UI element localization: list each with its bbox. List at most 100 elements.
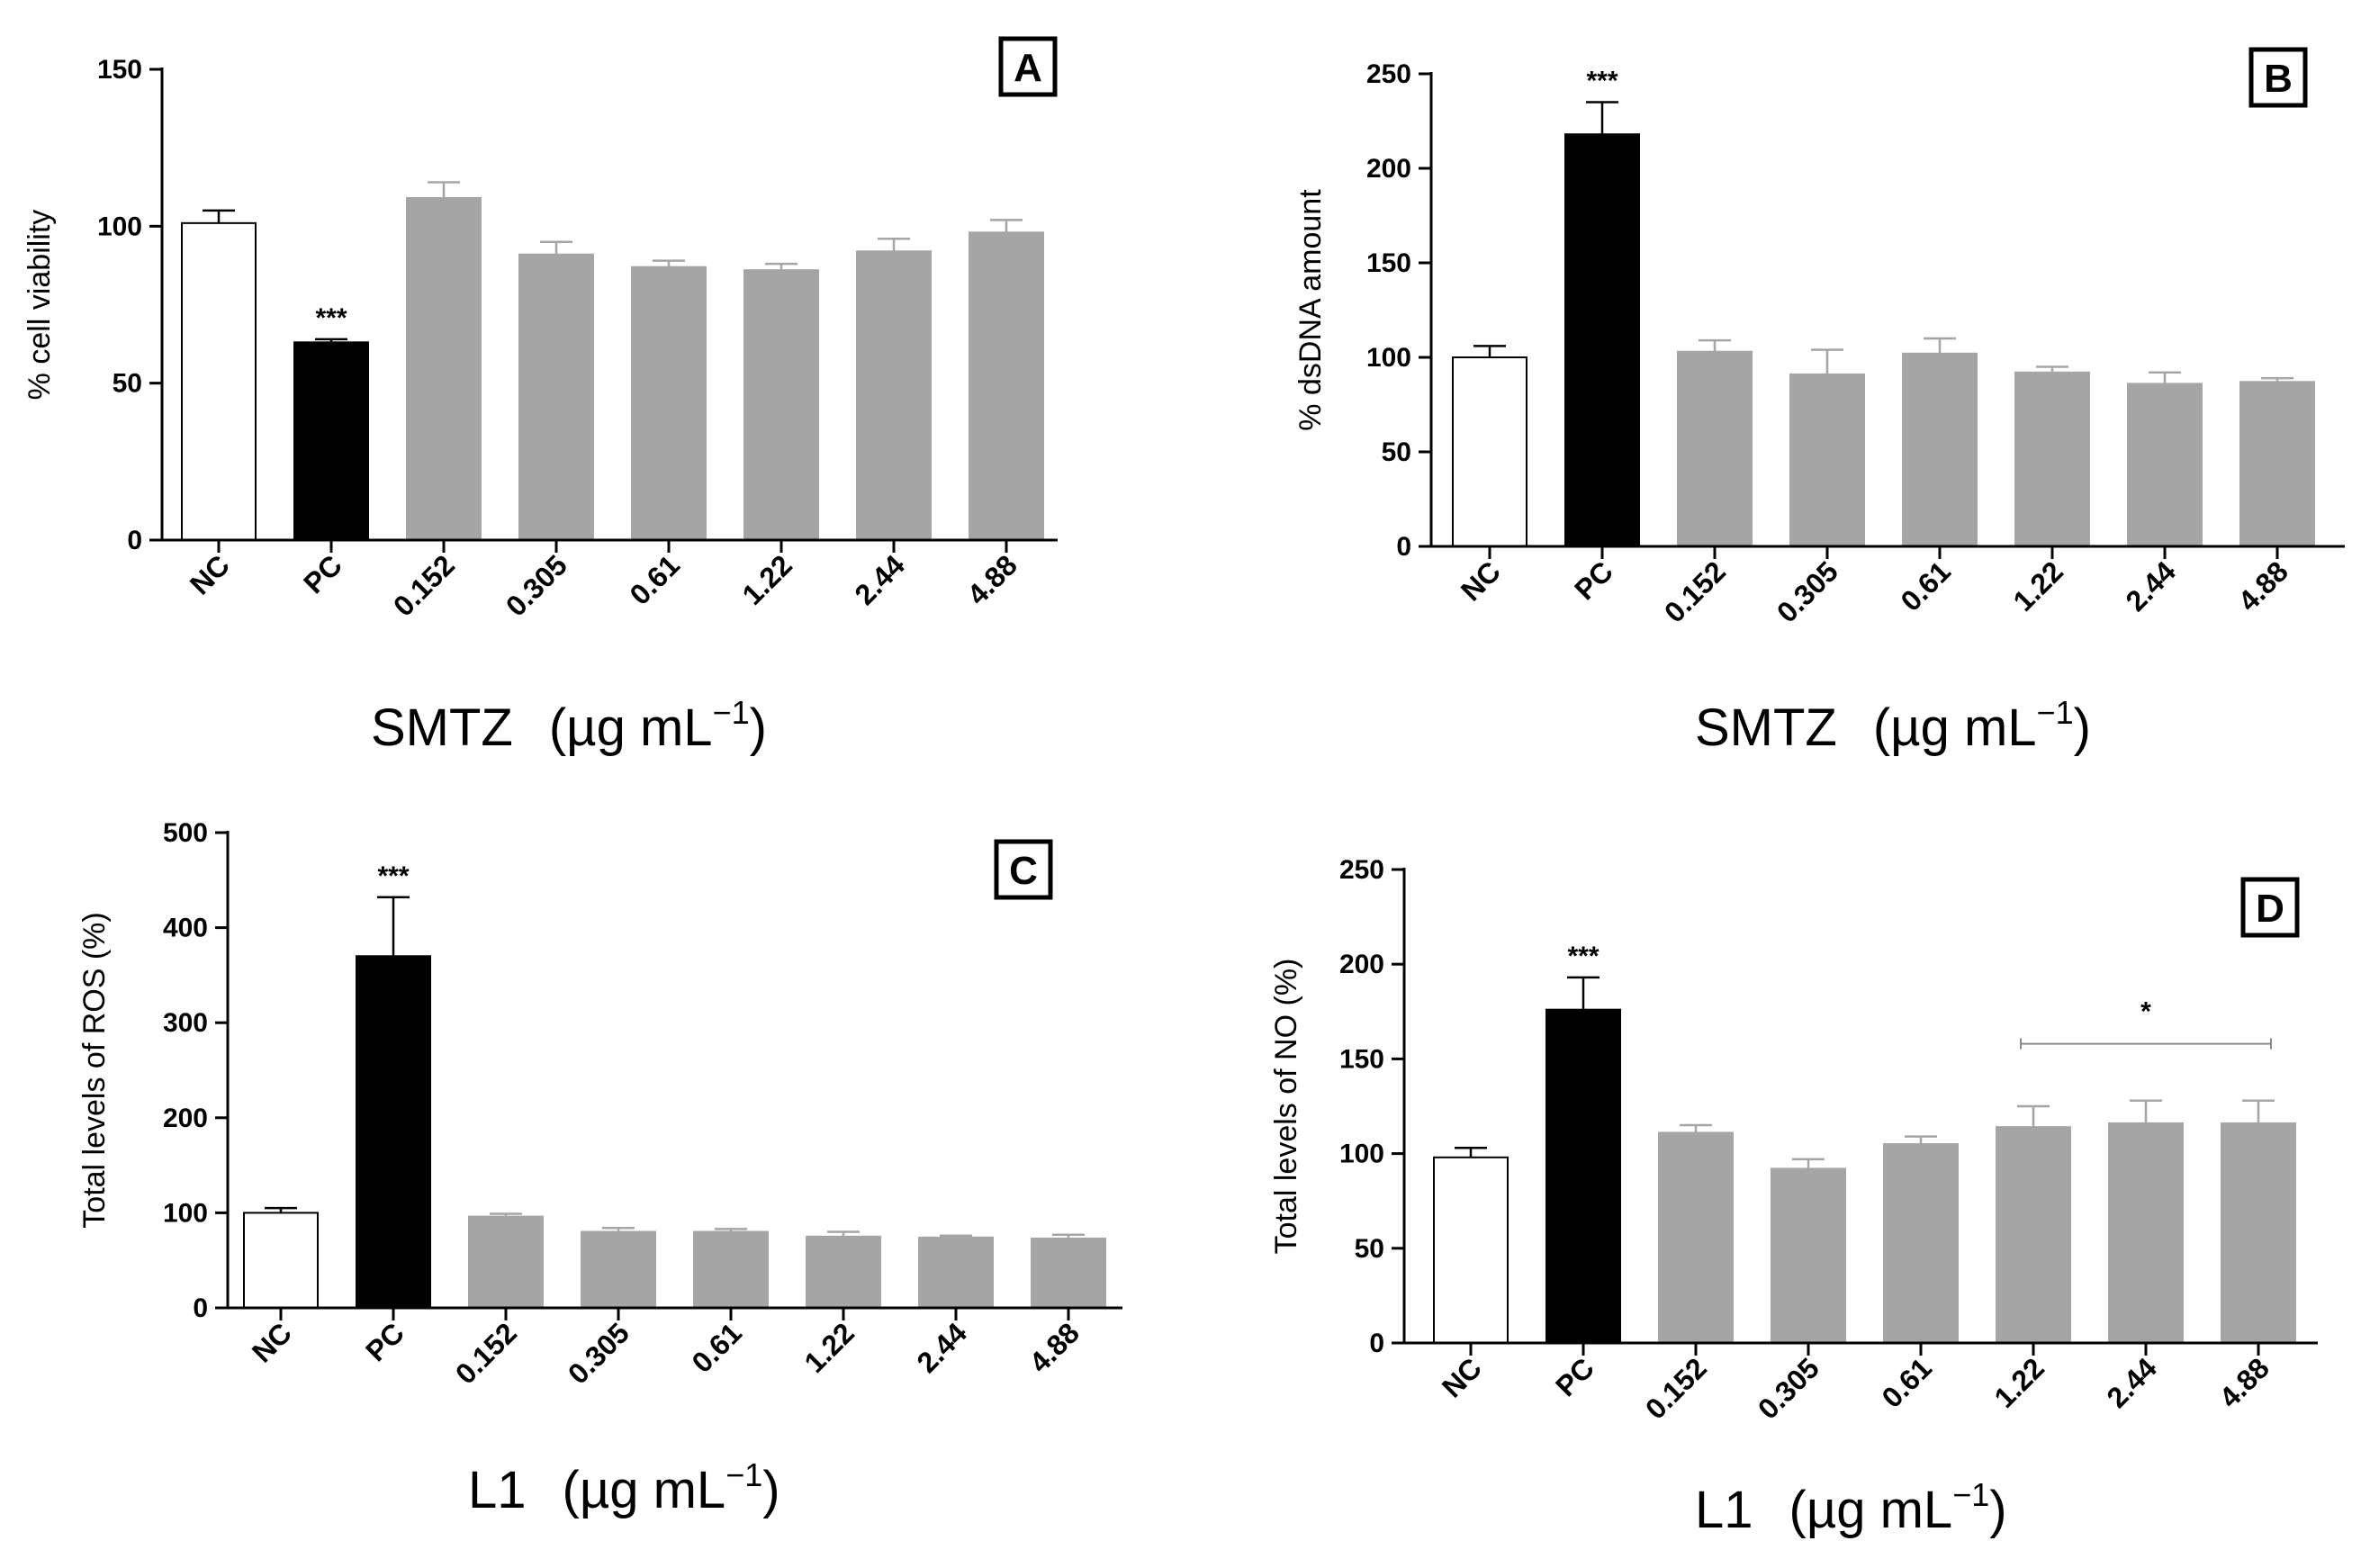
y-tick-label: 0 [127,526,142,555]
bar-0-305 [518,253,594,541]
y-tick-label: 100 [97,212,142,241]
x-tick-label: 1.22 [1987,1351,2050,1413]
bar-1-22 [1996,1126,2071,1345]
y-tick-label: 50 [113,369,142,399]
x-tick-label: 0.152 [1639,1351,1713,1425]
y-tick-label: 300 [163,1008,208,1038]
x-tick-label: PC [1568,554,1619,606]
x-tick-label: 4.88 [960,548,1023,610]
bar-0-61 [1883,1143,1959,1344]
y-tick-label: 100 [1366,343,1411,373]
x-tick-label: 4.88 [2212,1351,2275,1413]
chart-panel-d: 0 50 100 150 200 250 NC PC 0.152 0.305 0.61 1.22 2.4… [1269,855,2318,1539]
x-tick-label: 2.44 [910,1316,973,1379]
x-tick-label: 4.88 [2231,554,2293,617]
bar-0-305 [1789,373,1865,547]
bar-4-88 [2221,1122,2296,1345]
y-axis-label: % cell viability [23,210,57,401]
bar-0-61 [631,266,707,541]
x-tick-label: 0.152 [449,1316,523,1390]
chart-panel-a: 0 50 100 150 NC PC 0.152 0.305 0.61 1.22 2.44 4.88%… [23,36,1058,757]
y-tick-label: 200 [1339,950,1384,979]
x-tick-label: 0.61 [685,1316,747,1378]
bar-0-61 [1902,352,1978,547]
bar-pc [1564,133,1640,547]
x-tick-label: 2.44 [848,548,911,611]
y-tick-label: 200 [163,1104,208,1133]
bar-pc [293,341,369,541]
x-tick-label: NC [184,548,236,600]
panel-letter: C [1009,849,1038,893]
x-tick-label: 0.152 [1658,554,1732,628]
y-tick-label: 150 [1366,248,1411,278]
x-tick-label: 2.44 [2119,554,2182,617]
bar-2-44 [2127,383,2203,547]
bar-2-44 [856,250,932,541]
x-tick-label: 0.305 [1771,554,1844,628]
y-tick-label: 100 [1339,1140,1384,1169]
y-tick-label: 100 [163,1198,208,1228]
y-tick-label: 50 [1355,1234,1384,1264]
x-tick-label: 0.305 [1752,1351,1825,1425]
y-tick-label: 500 [163,818,208,848]
bar-pc [356,955,431,1310]
bar-nc [181,221,257,541]
x-tick-label: 1.22 [2006,554,2068,617]
significance-marker: *** [377,861,409,891]
bar-1-22 [806,1235,881,1310]
bar-pc [1545,1008,1621,1345]
y-tick-label: 50 [1382,437,1411,467]
bar-4-88 [1031,1237,1106,1309]
x-tick-label: NC [246,1316,298,1368]
x-axis-label: SMTZ (µg mL−1) [1695,694,2091,757]
x-axis-label: SMTZ (µg mL−1) [371,694,767,757]
x-tick-label: 1.22 [735,548,798,610]
y-tick-label: 150 [1339,1044,1384,1074]
x-tick-label: 0.61 [623,548,685,610]
bar-2-44 [2108,1122,2184,1345]
y-tick-label: 0 [1369,1329,1384,1358]
bar-4-88 [2239,381,2315,547]
x-tick-label: 2.44 [2100,1351,2163,1414]
significance-marker: * [2140,997,2151,1027]
y-axis-label: Total levels of ROS (%) [77,912,112,1228]
x-tick-label: 1.22 [798,1316,860,1378]
bar-2-44 [918,1236,994,1309]
x-axis-label: L1 (µg mL−1) [1695,1476,2007,1539]
y-tick-label: 0 [193,1293,208,1323]
x-tick-label: PC [297,548,348,599]
x-tick-label: 4.88 [1023,1316,1085,1378]
panel-letter-box [2248,47,2308,108]
bar-0-152 [406,196,482,541]
bar-0-152 [1658,1131,1734,1345]
x-axis-label: L1 (µg mL−1) [468,1456,780,1519]
chart-panel-c: 0 100 200 300 400 500 NC PC 0.152 0.305 0.61 1.22 2.… [77,818,1122,1519]
x-tick-label: PC [359,1316,410,1367]
significance-marker: *** [315,303,347,333]
bar-0-61 [693,1230,769,1310]
y-axis-label: % dsDNA amount [1293,189,1328,431]
significance-marker: *** [1567,942,1599,971]
bar-nc [1452,356,1527,547]
y-tick-label: 400 [163,914,208,943]
x-tick-label: NC [1455,554,1507,607]
significance-marker: *** [1586,67,1618,96]
x-tick-label: 0.61 [1875,1351,1937,1413]
x-tick-label: 0.305 [562,1316,635,1390]
panel-letter: D [2256,887,2284,931]
y-tick-label: 0 [1396,532,1411,562]
y-tick-label: 250 [1339,855,1384,885]
x-tick-label: 0.305 [500,548,573,622]
y-tick-label: 250 [1366,59,1411,89]
x-tick-label: 0.152 [387,548,461,622]
y-tick-label: 200 [1366,154,1411,184]
panel-letter: B [2264,57,2293,101]
y-tick-label: 150 [97,55,142,85]
bar-0-152 [1677,350,1753,548]
bar-nc [1433,1156,1509,1344]
y-axis-label: Total levels of NO (%) [1269,959,1303,1255]
x-tick-label: 0.61 [1894,554,1956,617]
bar-0-305 [581,1230,656,1310]
bar-0-305 [1771,1167,1846,1344]
x-tick-label: NC [1436,1351,1488,1403]
